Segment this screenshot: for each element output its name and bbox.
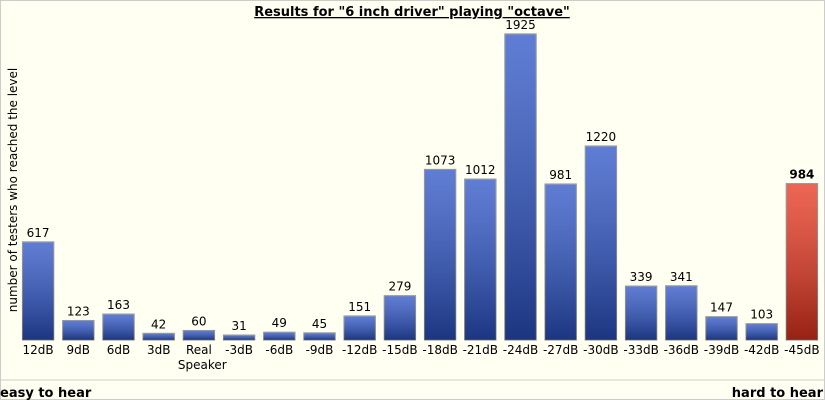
bar: [263, 331, 296, 341]
value-label: 279: [388, 280, 411, 294]
value-label: 981: [549, 168, 572, 182]
bar: [102, 313, 135, 341]
x-tick-label: -24dB: [502, 343, 539, 357]
x-tick-label: -12dB: [341, 343, 378, 357]
bar: [665, 285, 698, 341]
x-tick-label: -18dB: [422, 343, 458, 357]
bar: [504, 33, 537, 341]
bar: [705, 316, 738, 341]
x-tick-label: 6dB: [106, 343, 131, 357]
bar: [303, 332, 336, 341]
bar: [62, 319, 95, 341]
value-label: 1012: [465, 163, 496, 177]
bar: [182, 329, 216, 341]
value-label: 60: [191, 314, 206, 328]
bar: [21, 241, 55, 341]
x-tick-label: 3dB: [146, 343, 171, 357]
value-label: 147: [710, 301, 733, 315]
x-tick-label: -9dB: [305, 343, 334, 357]
bar: [544, 183, 577, 341]
bar: [142, 332, 175, 341]
x-tick-label: -6dB: [265, 343, 294, 357]
x-tick-label: -15dB: [382, 343, 418, 357]
x-tick-label: -33dB: [623, 343, 659, 357]
x-tick-label: -42dB: [743, 343, 780, 357]
x-tick-label: -3dB: [225, 343, 253, 357]
value-label: 42: [151, 317, 166, 331]
x-tick-label: 12dB: [22, 343, 54, 357]
x-tick-label: -36dB: [663, 343, 700, 357]
bar: [624, 285, 658, 341]
x-tick-label: -39dB: [703, 343, 740, 357]
value-label: 1073: [425, 153, 456, 167]
bar: [383, 295, 417, 341]
left-note: easy to hear: [0, 386, 92, 400]
value-label: 617: [27, 226, 50, 240]
value-label: 1925: [505, 18, 536, 32]
bar: [584, 145, 618, 341]
value-label: 123: [67, 304, 90, 318]
bar: [745, 323, 778, 341]
x-tick-label: -30dB: [583, 343, 619, 357]
value-label: 31: [231, 319, 246, 333]
value-label: 49: [272, 316, 287, 330]
x-tick-label: -21dB: [462, 343, 499, 357]
value-label: 1220: [586, 130, 617, 144]
bar: [464, 178, 497, 341]
bar: [343, 315, 376, 341]
value-label: 103: [750, 308, 773, 322]
x-tick-label: -45dB: [784, 343, 820, 357]
value-label: 151: [348, 300, 371, 314]
value-label: 45: [312, 317, 327, 331]
x-tick-label: Real Speaker: [177, 343, 227, 372]
chart-title: Results for "6 inch driver" playing "oct…: [254, 5, 570, 20]
bar: [222, 334, 256, 341]
value-label: 163: [107, 298, 130, 312]
bar: [423, 168, 457, 341]
value-label: 341: [670, 270, 693, 284]
x-tick-label: -27dB: [542, 343, 579, 357]
bar: [785, 183, 819, 341]
value-label: 984: [789, 168, 814, 182]
y-axis-label: number of testers who reached the level: [6, 68, 20, 313]
right-note: hard to hear: [732, 386, 824, 400]
x-tick-label: 9dB: [66, 343, 91, 357]
value-label: 339: [630, 270, 653, 284]
